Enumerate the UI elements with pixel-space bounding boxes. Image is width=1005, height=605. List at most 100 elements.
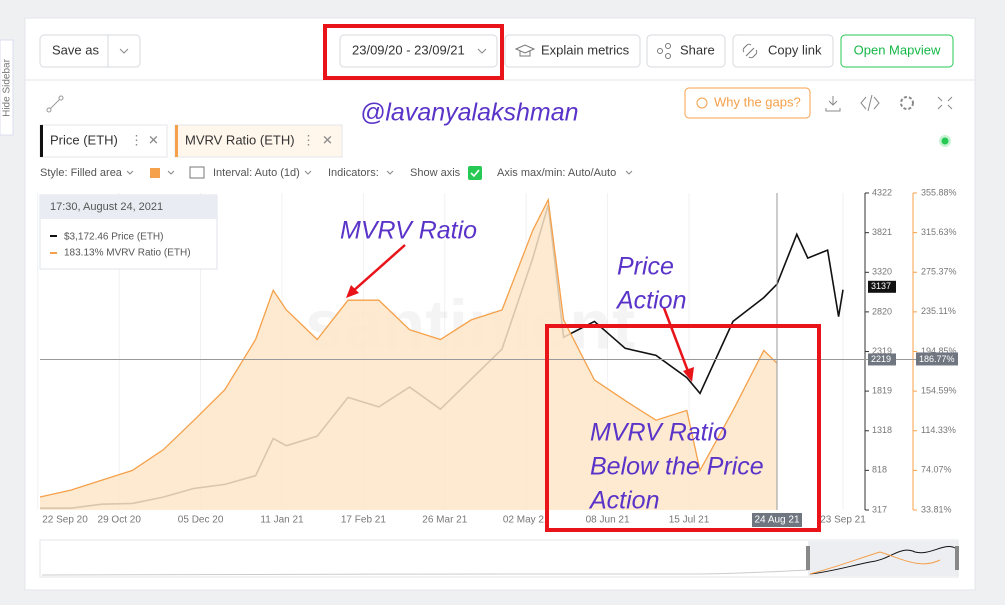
y-tick-label: 1819 (872, 385, 892, 395)
download-icon[interactable] (825, 96, 841, 112)
y2-tick-label: 315.63% (921, 227, 957, 237)
last-price-bg (868, 280, 896, 293)
metric-menu[interactable]: ⋮ (130, 132, 143, 147)
arrow (351, 244, 406, 293)
crosshair-price-label: 2219 (871, 354, 891, 364)
explain-button[interactable] (504, 34, 641, 68)
x-tick-label: 02 May 21 (503, 515, 550, 526)
navigator-handle[interactable] (955, 546, 959, 570)
y-tick-label: 317 (872, 504, 887, 514)
open-mapview-label: Open Mapview (854, 42, 941, 57)
style-setting[interactable]: Style: Filled area (40, 167, 123, 179)
icon (58, 95, 64, 101)
x-tick-label: 17 Feb 21 (341, 515, 386, 526)
metric-chip[interactable] (174, 124, 343, 158)
metric-menu[interactable]: ⋮ (302, 132, 315, 147)
y-tick-label: 4322 (872, 187, 892, 197)
x-tick-label: 11 Jan 21 (260, 515, 304, 526)
copy-link-label: Copy link (768, 42, 822, 57)
icon (657, 48, 663, 54)
icon (696, 97, 708, 109)
icon (189, 166, 205, 179)
x-tick-label: 26 Mar 21 (422, 515, 467, 526)
copy-link-button[interactable] (732, 34, 834, 68)
x-label-highlight (752, 513, 802, 527)
y2-tick-label: 275.37% (921, 267, 957, 277)
last-price-label: 3137 (871, 281, 891, 291)
chevron (477, 48, 487, 54)
open-mapview-button[interactable] (840, 34, 954, 68)
x-tick-label: 29 Oct 20 (98, 515, 142, 526)
icon (665, 43, 671, 49)
annotation-text: MVRV Ratio (590, 419, 727, 447)
axis-range-setting[interactable]: Axis max/min: Auto/Auto (497, 167, 616, 179)
metric-chip[interactable] (39, 124, 168, 158)
tooltip-mvrv: 183.13% MVRV Ratio (ETH) (64, 248, 191, 259)
crosshair-label-bg (868, 353, 896, 366)
crosshair-label-bg (916, 352, 958, 366)
arrow (662, 307, 691, 375)
icon (665, 53, 671, 59)
save-as-button[interactable] (39, 34, 141, 68)
series-area (40, 199, 777, 511)
navigator-line (809, 551, 941, 575)
share-button[interactable] (646, 34, 726, 68)
settings-icon[interactable] (900, 96, 914, 110)
icon (46, 107, 52, 113)
navigator-handle[interactable] (806, 546, 810, 570)
embed-icon[interactable] (860, 94, 880, 112)
icon (742, 43, 758, 59)
why-gaps-button[interactable] (684, 87, 811, 119)
metric-remove[interactable]: ✕ (148, 132, 159, 147)
y2-tick-label: 114.33% (921, 425, 956, 435)
y-tick-label: 818 (872, 465, 887, 475)
date-range-label: 23/09/20 - 23/09/21 (352, 42, 465, 57)
x-tick-label: 22 Sep 20 (42, 515, 88, 526)
tooltip-date: 17:30, August 24, 2021 (50, 201, 163, 213)
series-line (39, 197, 778, 498)
annotation-text: Action (615, 287, 686, 315)
save-as-label: Save as (52, 42, 99, 57)
date-range-button[interactable] (339, 34, 498, 68)
fullscreen-icon[interactable] (937, 96, 953, 110)
chevron (304, 170, 312, 175)
metric-color (175, 125, 178, 157)
check (470, 169, 480, 178)
y-tick-label: 3320 (872, 267, 892, 277)
tooltip-price: $3,172.46 Price (ETH) (64, 232, 164, 243)
annotations: MVRV Ratio Price Action MVRV Ratio Below the… (340, 217, 821, 532)
indicators-setting[interactable]: Indicators: (328, 167, 379, 179)
annotation-text: Below the Price (590, 453, 764, 481)
show-axis-label: Show axis (410, 167, 461, 179)
x-tick-label: 05 Dec 20 (178, 515, 224, 526)
icon[interactable] (48, 97, 62, 111)
metric-remove[interactable]: ✕ (322, 132, 333, 147)
y2-tick-label: 74.07% (921, 465, 952, 475)
share-label: Share (680, 42, 715, 57)
sidebar-label: Hide Sidebar (2, 58, 13, 116)
x-tick-label: 08 Jun 21 (586, 515, 630, 526)
highlight-box (323, 24, 504, 80)
x-tick-label: 15 Jul 21 (669, 515, 710, 526)
explain-label: Explain metrics (541, 42, 630, 57)
status-dot (941, 137, 949, 145)
interval-setting[interactable]: Interval: Auto (1d) (213, 167, 300, 179)
metric-color (40, 125, 43, 157)
annotation-text: Action (588, 487, 659, 515)
show-axis-checkbox[interactable] (468, 166, 482, 180)
navigator-history (41, 569, 811, 576)
y2-tick-label: 235.11% (921, 306, 956, 316)
chevron (167, 170, 175, 175)
arrowhead (683, 367, 694, 382)
chevron (119, 48, 129, 54)
username-overlay: @lavanyalakshman (360, 99, 579, 127)
chevron (386, 170, 394, 175)
icon (514, 44, 536, 57)
y2-tick-label: 194.85% (921, 346, 957, 356)
color-swatch[interactable] (150, 168, 160, 178)
sidebar-toggle[interactable] (0, 39, 14, 136)
annotation-text: Price (617, 253, 674, 281)
why-gaps-label: Why the gaps? (714, 94, 801, 109)
navigator-line (809, 546, 956, 575)
